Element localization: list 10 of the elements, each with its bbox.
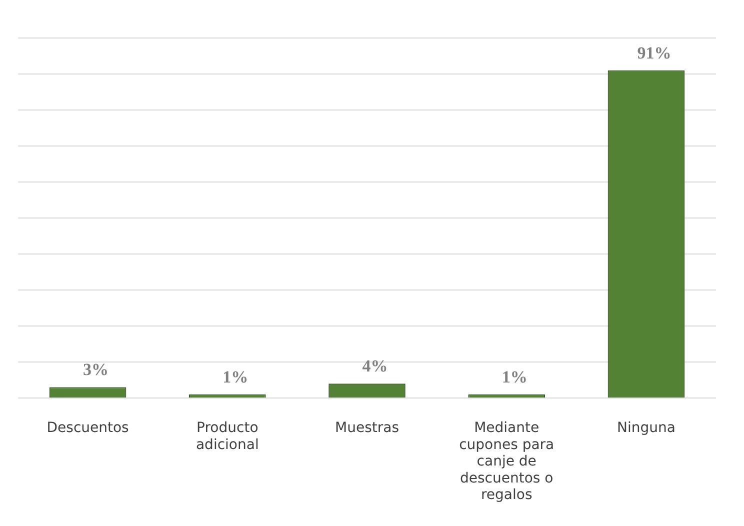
x-tick-label: Muestras [335,420,399,436]
x-tick-label: Mediante cupones para canje de descuentos o regalos [459,420,554,504]
data-label: 1% [222,367,248,386]
data-label: 3% [83,360,109,380]
x-tick-label: Producto adicional [196,420,259,453]
data-label: 91% [637,43,672,62]
data-label: 1% [502,367,528,386]
data-label: 4% [362,356,388,376]
x-tick-label: Ninguna [616,420,676,436]
x-tick-label: Descuentos [46,420,129,436]
